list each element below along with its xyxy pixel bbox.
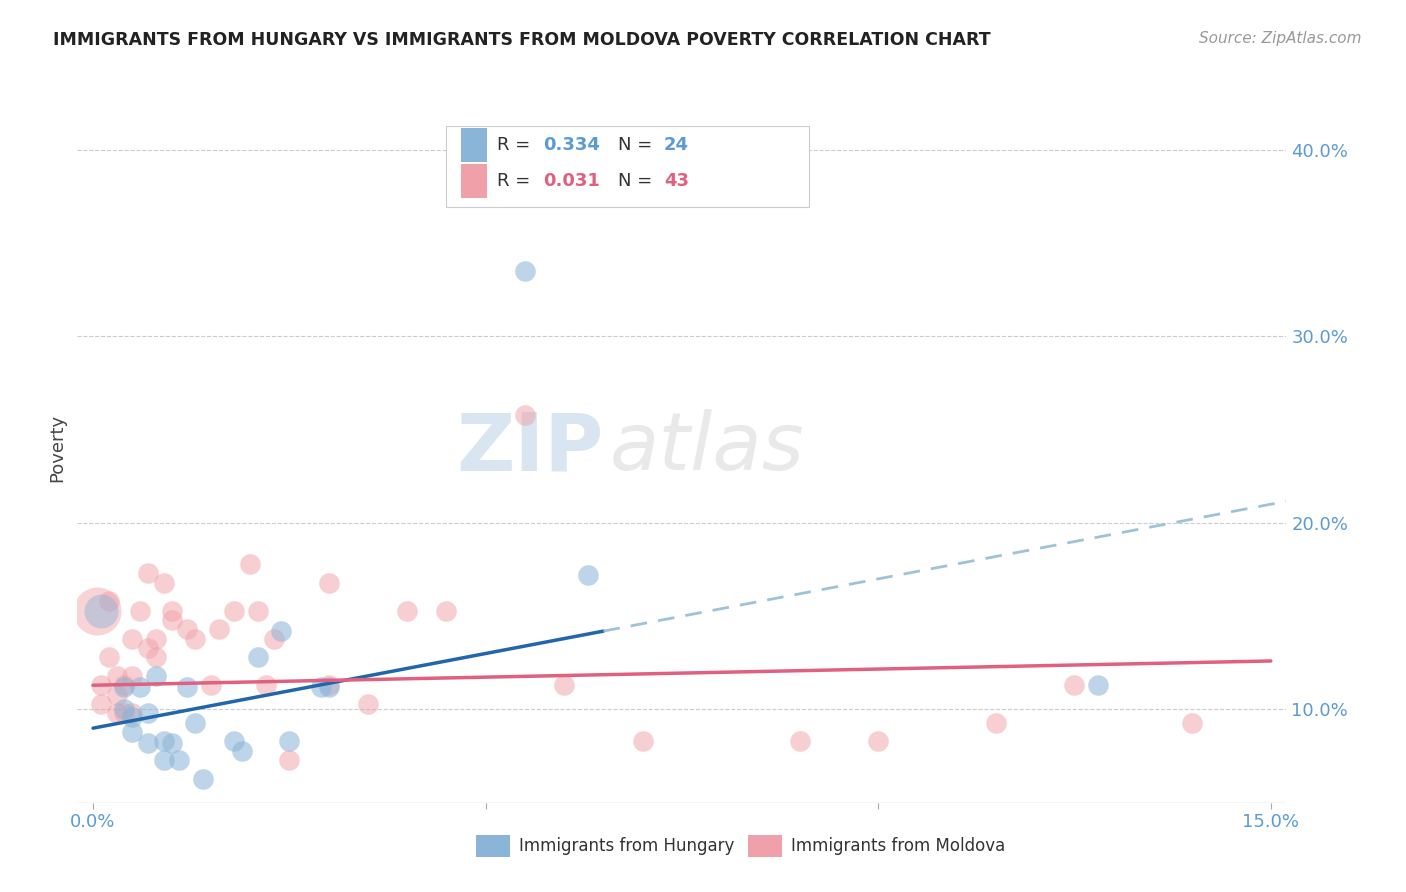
Point [318,680,340,694]
Point [309,680,332,694]
Text: 0.334: 0.334 [543,136,600,154]
Text: IMMIGRANTS FROM HUNGARY VS IMMIGRANTS FROM MOLDOVA POVERTY CORRELATION CHART: IMMIGRANTS FROM HUNGARY VS IMMIGRANTS FR… [53,31,991,49]
Point [1087,678,1109,692]
Point [152,575,174,590]
Point [239,557,262,571]
Text: Source: ZipAtlas.com: Source: ZipAtlas.com [1198,31,1361,46]
Point [90,697,112,711]
Point [114,678,136,692]
Point [357,697,380,711]
Text: R =: R = [496,172,536,190]
Point [270,624,292,639]
Point [254,678,277,692]
Point [169,753,191,767]
Point [114,702,136,716]
Text: Immigrants from Moldova: Immigrants from Moldova [790,837,1005,855]
Point [318,678,340,692]
Point [145,669,167,683]
Point [90,678,112,692]
Text: R =: R = [496,136,536,154]
Point [224,734,246,748]
Text: 43: 43 [664,172,689,190]
Text: ZIP: ZIP [456,409,603,487]
Point [152,753,174,767]
Point [136,736,159,750]
Point [114,680,136,694]
Point [176,622,198,636]
FancyBboxPatch shape [477,835,510,857]
Point [114,706,136,721]
Point [121,706,143,721]
Point [97,594,120,608]
Point [208,622,231,636]
Point [90,604,112,618]
Point [160,613,183,627]
Point [136,706,159,721]
Point [129,680,152,694]
FancyBboxPatch shape [446,126,808,207]
Point [200,678,222,692]
Point [1181,715,1204,730]
Point [121,724,143,739]
Point [160,604,183,618]
Point [86,604,108,618]
Point [984,715,1007,730]
Text: 0.031: 0.031 [543,172,600,190]
Point [513,264,536,278]
Point [152,734,174,748]
Point [105,669,128,683]
Point [160,736,183,750]
Point [1063,678,1085,692]
Point [553,678,575,692]
Point [868,734,890,748]
Point [318,575,340,590]
Point [789,734,811,748]
Point [129,604,152,618]
FancyBboxPatch shape [748,835,782,857]
Point [224,604,246,618]
Point [145,650,167,665]
Point [105,688,128,702]
Point [246,650,269,665]
Point [136,640,159,655]
Text: N =: N = [617,136,658,154]
Text: Immigrants from Hungary: Immigrants from Hungary [519,837,734,855]
Point [121,669,143,683]
Point [136,566,159,581]
Point [121,632,143,646]
Text: N =: N = [617,172,658,190]
Point [263,632,285,646]
Point [184,632,207,646]
Point [145,632,167,646]
Point [176,680,198,694]
Point [396,604,419,618]
Point [121,710,143,724]
Point [278,753,301,767]
Point [631,734,654,748]
Point [97,650,120,665]
Text: 24: 24 [664,136,689,154]
Point [434,604,457,618]
Point [105,706,128,721]
Point [246,604,269,618]
Text: atlas: atlas [609,409,804,487]
Y-axis label: Poverty: Poverty [48,414,66,483]
Point [513,408,536,422]
Point [191,772,214,786]
Point [278,734,301,748]
Point [184,715,207,730]
Point [576,568,599,582]
Point [231,743,253,757]
FancyBboxPatch shape [461,128,488,162]
FancyBboxPatch shape [461,164,488,198]
